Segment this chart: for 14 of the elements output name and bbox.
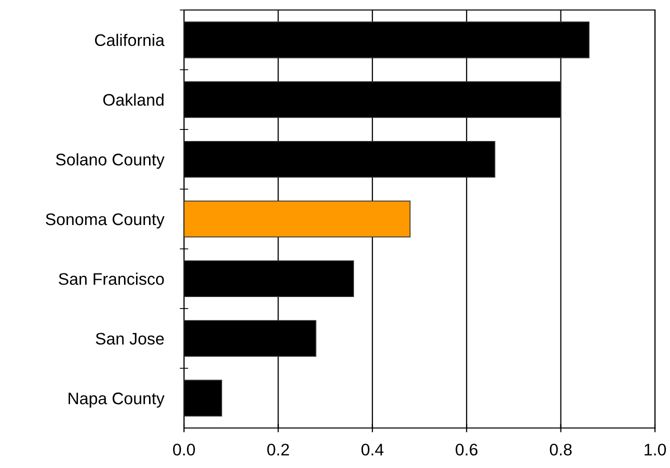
y-tick-label: California bbox=[95, 34, 165, 46]
x-tick-label: 0.4 bbox=[361, 444, 384, 456]
x-tick-label: 0.6 bbox=[456, 444, 478, 456]
y-tick-label: San Francisco bbox=[58, 272, 164, 285]
y-tick-label: Oakland bbox=[103, 94, 164, 106]
y-tick-label: Sonoma County bbox=[46, 213, 165, 228]
x-tick-label: 0.2 bbox=[267, 444, 289, 456]
x-tick-label: 0.8 bbox=[550, 444, 572, 456]
y-tick-label: Solano County bbox=[56, 153, 165, 169]
y-tick-label: San Jose bbox=[96, 332, 164, 345]
x-tick-label: 0.0 bbox=[173, 444, 195, 456]
y-tick-label: Napa County bbox=[68, 392, 165, 408]
x-tick-label: 1.0 bbox=[644, 444, 666, 456]
bar bbox=[184, 200, 410, 238]
